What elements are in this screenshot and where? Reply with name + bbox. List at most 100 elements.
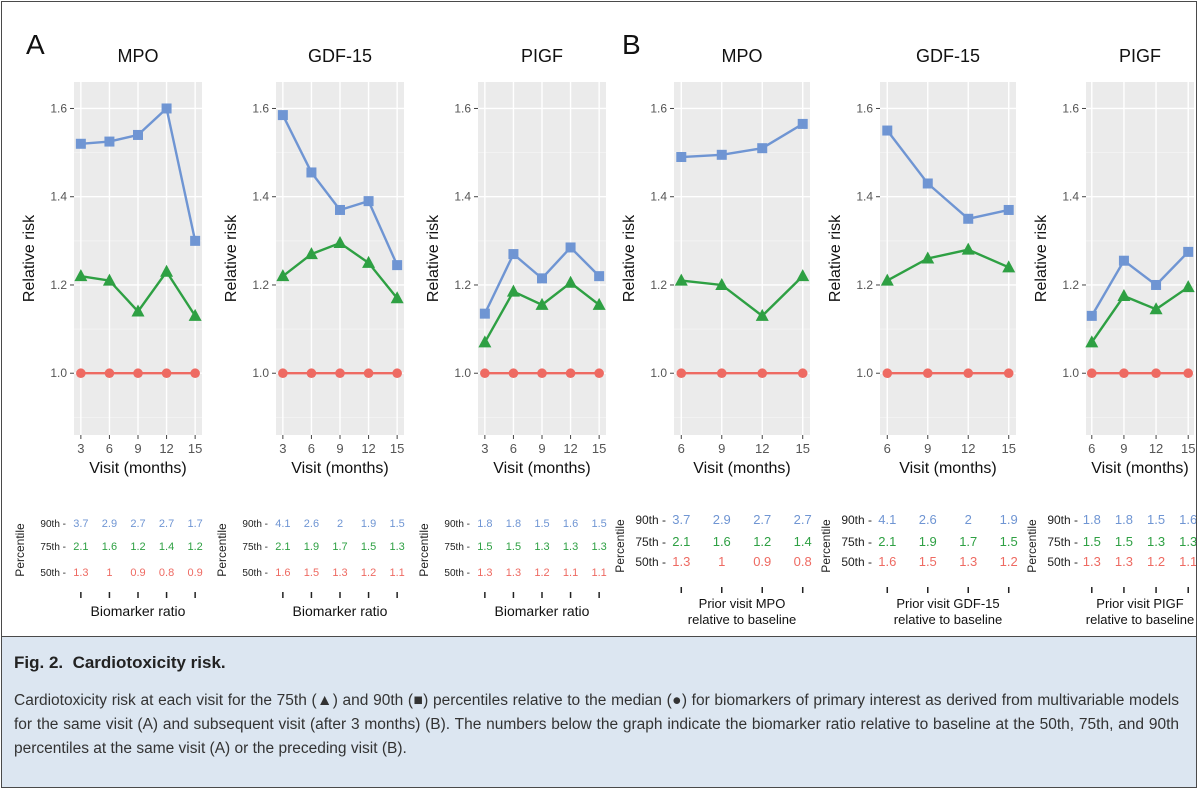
table-value: 1.1 [591, 567, 606, 579]
table-value: 1.7 [959, 534, 977, 549]
point-triangle [188, 308, 202, 321]
table-value: 1.3 [672, 554, 690, 569]
point-triangle [74, 269, 88, 282]
table-value: 1.9 [361, 518, 376, 530]
table-value: 1.9 [304, 541, 319, 553]
table-value: 1.6 [102, 541, 117, 553]
table-footer: Prior visit PIGF [1096, 596, 1183, 611]
table-row-label: 90th - [444, 519, 470, 530]
point-circle [594, 368, 604, 379]
table-percentile-label: Percentile [613, 519, 627, 573]
point-triangle [1085, 335, 1099, 348]
series-line-75th [681, 275, 804, 318]
point-circle [278, 368, 288, 379]
table-value: 1.2 [130, 541, 145, 553]
x-tick-label: 15 [795, 441, 809, 456]
y-tick-label: 1.4 [252, 190, 269, 204]
y-tick-label: 1.4 [856, 190, 873, 204]
chart-title: GDF-15 [916, 46, 980, 66]
table-value: 0.9 [753, 554, 771, 569]
panel-label-b: B [622, 29, 641, 60]
point-square [922, 178, 933, 189]
point-circle [306, 368, 317, 379]
y-tick-label: 1.0 [454, 366, 471, 380]
y-axis-label: Relative risk [223, 214, 240, 302]
point-square [757, 143, 768, 154]
table-value: 1.5 [534, 518, 549, 530]
point-triangle [755, 308, 769, 321]
table-value: 1.6 [1179, 512, 1196, 527]
table-value: 1.4 [159, 541, 174, 553]
y-tick-label: 1.0 [856, 366, 873, 380]
point-triangle [478, 335, 492, 348]
point-square [335, 204, 345, 215]
table-value: 1.5 [1147, 512, 1165, 527]
table-value: 1.1 [1179, 554, 1196, 569]
y-tick-label: 1.2 [454, 278, 471, 292]
series-line-90th [1090, 251, 1190, 317]
table-row-label: 75th - [841, 535, 872, 549]
point-square [676, 152, 687, 163]
x-tick-label: 12 [1149, 441, 1163, 456]
y-tick-label: 1.4 [50, 190, 67, 204]
chart-b-pigf: 1.0 1.2 1.4 1.6 Relative risk 6 9 12 15 Visit (mo… [1025, 46, 1196, 627]
point-triangle [131, 304, 145, 317]
x-tick-label: 12 [361, 441, 375, 456]
y-tick-label: 1.0 [650, 366, 667, 380]
table-value: 1.3 [477, 567, 492, 579]
point-circle [797, 368, 808, 379]
x-tick-label: 9 [538, 441, 545, 456]
table-value: 1.8 [506, 518, 521, 530]
caption-box: Fig. 2. Cardiotoxicity risk. Cardiotoxic… [2, 636, 1196, 787]
point-circle [1119, 368, 1129, 379]
table-value: 4.1 [275, 518, 290, 530]
point-circle [963, 368, 974, 379]
x-tick-label: 9 [718, 441, 725, 456]
x-tick-label: 3 [77, 441, 84, 456]
point-circle [133, 368, 143, 379]
table-value: 1.5 [919, 554, 937, 569]
point-triangle [1149, 302, 1163, 315]
point-circle [676, 368, 687, 379]
x-tick-label: 12 [755, 441, 769, 456]
y-tick-label: 1.0 [252, 366, 269, 380]
table-value: 1.1 [563, 567, 578, 579]
point-triangle [1181, 280, 1195, 293]
x-tick-label: 15 [1181, 441, 1195, 456]
point-triangle [535, 297, 549, 310]
table-value: 1.5 [1083, 534, 1101, 549]
x-tick-label: 6 [1088, 441, 1095, 456]
table-footer: relative to baseline [688, 612, 796, 627]
point-square [882, 125, 893, 136]
point-square [1086, 310, 1097, 321]
table-value: 2.9 [102, 518, 117, 530]
table-footer: relative to baseline [894, 612, 1002, 627]
table-value: 1.2 [361, 567, 376, 579]
x-axis-label: Visit (months) [693, 460, 791, 477]
table-row-label: 50th - [841, 555, 872, 569]
chart-title: PIGF [1119, 46, 1161, 66]
table-value: 1.3 [959, 554, 977, 569]
point-square [277, 110, 288, 121]
point-square [161, 103, 172, 114]
table-value: 3.7 [672, 512, 690, 527]
y-tick-label: 1.2 [650, 278, 667, 292]
x-axis-label: Visit (months) [1091, 460, 1189, 477]
table-row-label: 50th - [1047, 555, 1078, 569]
caption-title-text: Cardiotoxicity risk. [72, 653, 226, 672]
table-percentile-label: Percentile [417, 523, 431, 577]
x-tick-label: 12 [563, 441, 577, 456]
y-tick-label: 1.6 [50, 101, 67, 115]
point-circle [757, 368, 768, 379]
table-percentile-label: Percentile [215, 523, 229, 577]
point-square [594, 271, 605, 282]
point-circle [363, 368, 374, 379]
x-tick-label: 9 [336, 441, 343, 456]
x-tick-label: 6 [106, 441, 113, 456]
table-value: 1.7 [332, 541, 347, 553]
table-value: 1.5 [1000, 534, 1018, 549]
table-value: 1.8 [1083, 512, 1101, 527]
y-axis-label: Relative risk [425, 214, 442, 302]
point-circle [922, 368, 933, 379]
